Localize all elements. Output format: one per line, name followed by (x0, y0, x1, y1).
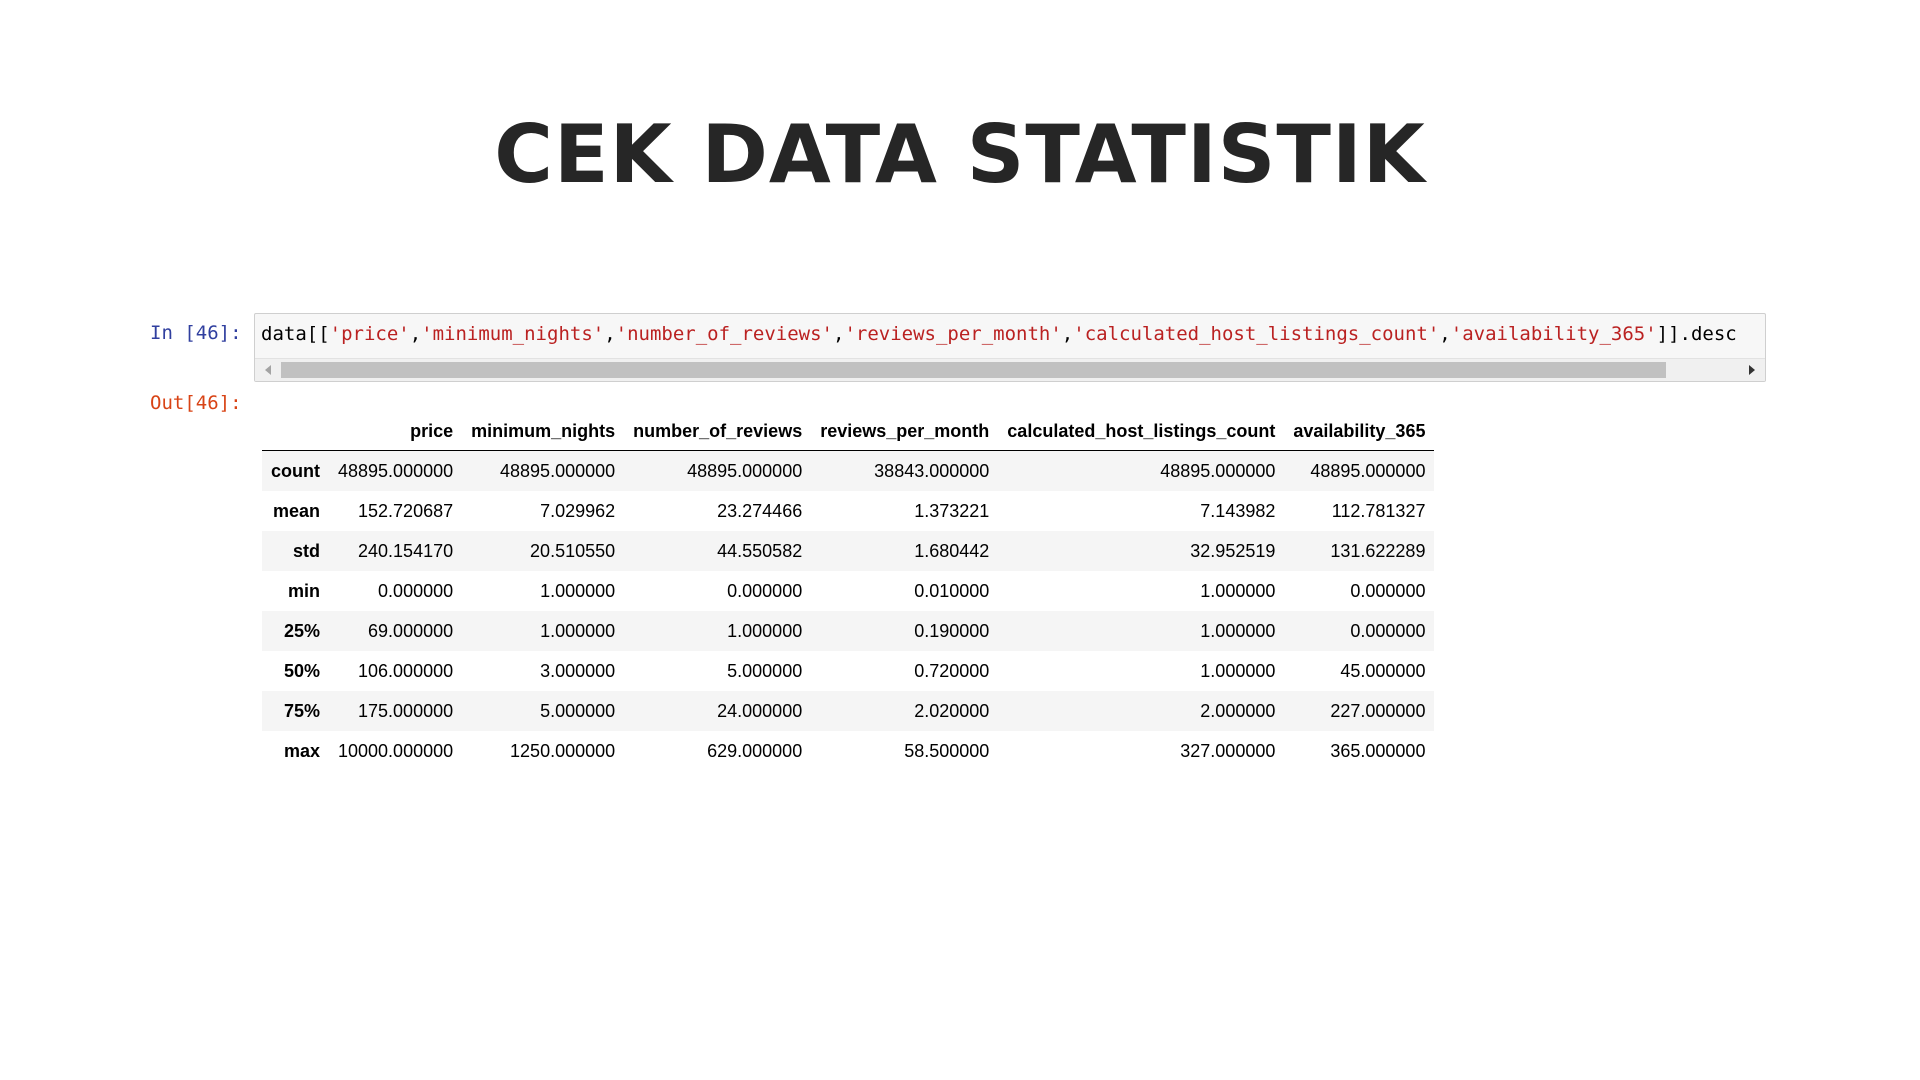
row-label: 25% (283, 620, 320, 641)
table-cell: 1.000000 (540, 580, 616, 601)
table-cell: 7.143982 (1200, 500, 1276, 521)
code-string-number-of-reviews: 'number_of_reviews' (615, 323, 833, 345)
code-prefix: data[[ (261, 323, 330, 345)
row-label: mean (272, 500, 320, 521)
table-cell: 48895.000000 (687, 460, 803, 481)
table-cell: 1.000000 (727, 620, 803, 641)
table-cell: 0.000000 (727, 580, 803, 601)
table-row: std 240.154170 20.510550 44.550582 1.680442 3… (262, 531, 1435, 571)
table-row: mean 152.720687 7.029962 23.274466 1.373221 7… (262, 491, 1435, 531)
column-header: minimum_nights (462, 412, 625, 451)
table-cell: 175.000000 (358, 700, 454, 721)
table-cell: 629.000000 (707, 740, 803, 761)
column-header: calculated_host_listings_count (998, 412, 1285, 451)
table-cell: 69.000000 (368, 620, 454, 641)
table-cell: 0.000000 (378, 580, 454, 601)
input-prompt: In [46]: (150, 322, 242, 344)
slide-title: CEK DATA STATISTIK (494, 108, 1426, 201)
table-cell: 45.000000 (1340, 660, 1426, 681)
table-cell: 240.154170 (358, 540, 454, 561)
table-cell: 0.000000 (1350, 580, 1426, 601)
table-cell: 1.000000 (540, 620, 616, 641)
row-label: 50% (283, 660, 320, 681)
row-label: std (293, 540, 320, 561)
table-cell: 48895.000000 (338, 460, 454, 481)
table-cell: 10000.000000 (338, 740, 454, 761)
table-cell: 2.020000 (914, 700, 990, 721)
code-string-availability-365: 'availability_365' (1450, 323, 1657, 345)
code-line[interactable]: data[['price','minimum_nights','number_o… (261, 323, 1737, 345)
table-cell: 1.000000 (1200, 660, 1276, 681)
column-header: number_of_reviews (624, 412, 812, 451)
table-cell: 3.000000 (540, 660, 616, 681)
table-cell: 32.952519 (1190, 540, 1276, 561)
table-cell: 1.000000 (1200, 620, 1276, 641)
table-cell: 48895.000000 (1310, 460, 1426, 481)
table-cell: 48895.000000 (1160, 460, 1276, 481)
code-sep: , (1439, 323, 1451, 345)
table-cell: 0.000000 (1350, 620, 1426, 641)
horizontal-scrollbar[interactable] (255, 358, 1765, 381)
table-cell: 1.680442 (914, 540, 990, 561)
table-cell: 0.010000 (914, 580, 990, 601)
table-cell: 1.373221 (914, 500, 990, 521)
table-cell: 131.622289 (1330, 540, 1426, 561)
code-sep: , (409, 323, 422, 345)
table-row: max 10000.000000 1250.000000 629.000000 58.5… (262, 731, 1435, 771)
table-cell: 0.720000 (914, 660, 990, 681)
code-sep: , (604, 323, 616, 345)
table-cell: 5.000000 (727, 660, 803, 681)
scrollbar-thumb[interactable] (281, 362, 1666, 378)
table-cell: 1.000000 (1200, 580, 1276, 601)
table-cell: 7.029962 (540, 500, 616, 521)
table-row: count 48895.000000 48895.000000 48895.00000… (262, 450, 1435, 491)
table-cell: 365.000000 (1330, 740, 1426, 761)
output-prompt: Out[46]: (150, 392, 242, 414)
row-label: count (271, 460, 320, 481)
code-string-price: 'price' (329, 323, 410, 345)
column-header: price (329, 412, 463, 451)
table-cell: 112.781327 (1331, 500, 1426, 521)
row-label: min (287, 580, 320, 601)
table-row: 25% 69.000000 1.000000 1.000000 0.190000 1.00… (262, 611, 1435, 651)
describe-output-table: price minimum_nights number_of_reviews r… (262, 412, 1435, 771)
table-row: 75% 175.000000 5.000000 24.000000 2.020000 2.… (262, 691, 1435, 731)
table-cell: 58.500000 (904, 740, 990, 761)
table-cell: 227.000000 (1330, 700, 1426, 721)
scroll-left-arrow-icon[interactable] (265, 365, 271, 375)
table-cell: 327.000000 (1180, 740, 1276, 761)
table-cell: 5.000000 (540, 700, 616, 721)
table-row: 50% 106.000000 3.000000 5.000000 0.720000 1.0… (262, 651, 1435, 691)
code-string-calculated-host-listings-count: 'calculated_host_listings_count' (1073, 323, 1440, 345)
column-header: availability_365 (1284, 412, 1435, 451)
table-cell: 23.274466 (717, 500, 803, 521)
code-suffix: ]].desc (1656, 323, 1737, 345)
column-header: reviews_per_month (811, 412, 999, 451)
table-cell: 48895.000000 (500, 460, 616, 481)
table-cell: 44.550582 (717, 540, 803, 561)
code-cell[interactable]: data[['price','minimum_nights','number_o… (254, 313, 1766, 382)
table-row: min 0.000000 1.000000 0.000000 0.010000 1.000… (262, 571, 1435, 611)
code-sep: , (833, 323, 845, 345)
code-string-reviews-per-month: 'reviews_per_month' (844, 323, 1062, 345)
code-sep: , (1061, 323, 1074, 345)
scroll-right-arrow-icon[interactable] (1749, 365, 1755, 375)
table-cell: 2.000000 (1200, 700, 1276, 721)
table-cell: 20.510550 (530, 540, 616, 561)
row-label: max (283, 740, 320, 761)
table-cell: 0.190000 (914, 620, 990, 641)
row-label: 75% (283, 700, 320, 721)
table-cell: 38843.000000 (874, 460, 990, 481)
table-cell: 152.720687 (358, 500, 454, 521)
table-header-row: price minimum_nights number_of_reviews r… (262, 412, 1435, 451)
code-string-minimum-nights: 'minimum_nights' (421, 323, 605, 345)
table-cell: 1250.000000 (510, 740, 616, 761)
column-header-index (262, 412, 329, 451)
table-cell: 106.000000 (358, 660, 454, 681)
table-cell: 24.000000 (717, 700, 803, 721)
